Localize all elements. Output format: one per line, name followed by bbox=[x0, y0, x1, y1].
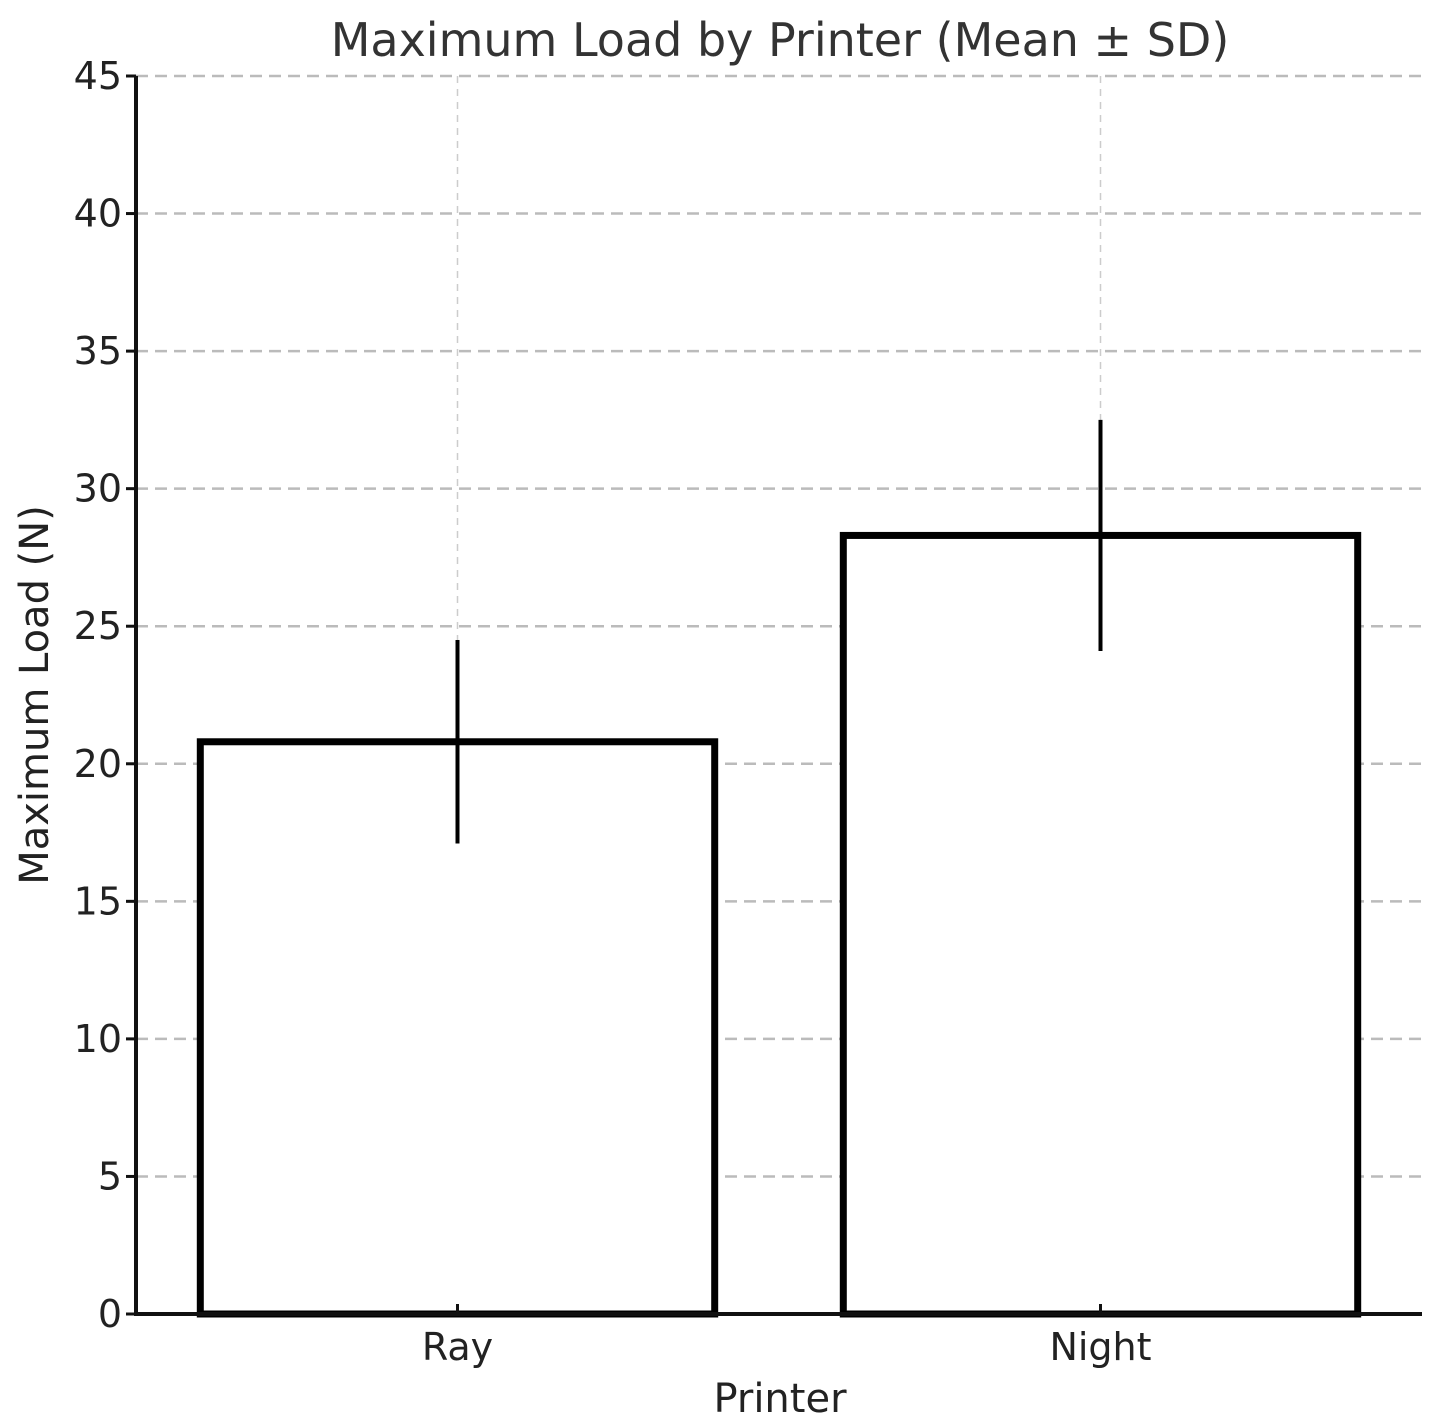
y-tick-label: 15 bbox=[74, 879, 122, 923]
x-axis-label: Printer bbox=[713, 1376, 847, 1422]
x-tick-label-night: Night bbox=[1049, 1325, 1151, 1369]
y-axis-label: Maximum Load (N) bbox=[12, 505, 58, 885]
bars bbox=[196, 419, 1362, 1318]
y-tick-label: 45 bbox=[74, 54, 122, 98]
axes bbox=[126, 74, 1422, 1316]
y-tick-label: 40 bbox=[74, 192, 122, 236]
y-tick-label: 25 bbox=[74, 604, 122, 648]
y-tick-label: 35 bbox=[74, 329, 122, 373]
y-tick-label: 0 bbox=[98, 1292, 122, 1336]
y-tick-label: 5 bbox=[98, 1154, 122, 1198]
tick-labels: 0 5 10 15 20 25 30 35 40 45 Ray Night bbox=[74, 54, 1152, 1369]
chart-title: Maximum Load by Printer (Mean ± SD) bbox=[331, 13, 1230, 67]
y-tick-label: 10 bbox=[74, 1017, 122, 1061]
bar-night bbox=[839, 531, 1362, 1318]
x-tick-label-ray: Ray bbox=[422, 1325, 493, 1369]
y-tick-label: 30 bbox=[74, 467, 122, 511]
y-tick-label: 20 bbox=[74, 742, 122, 786]
